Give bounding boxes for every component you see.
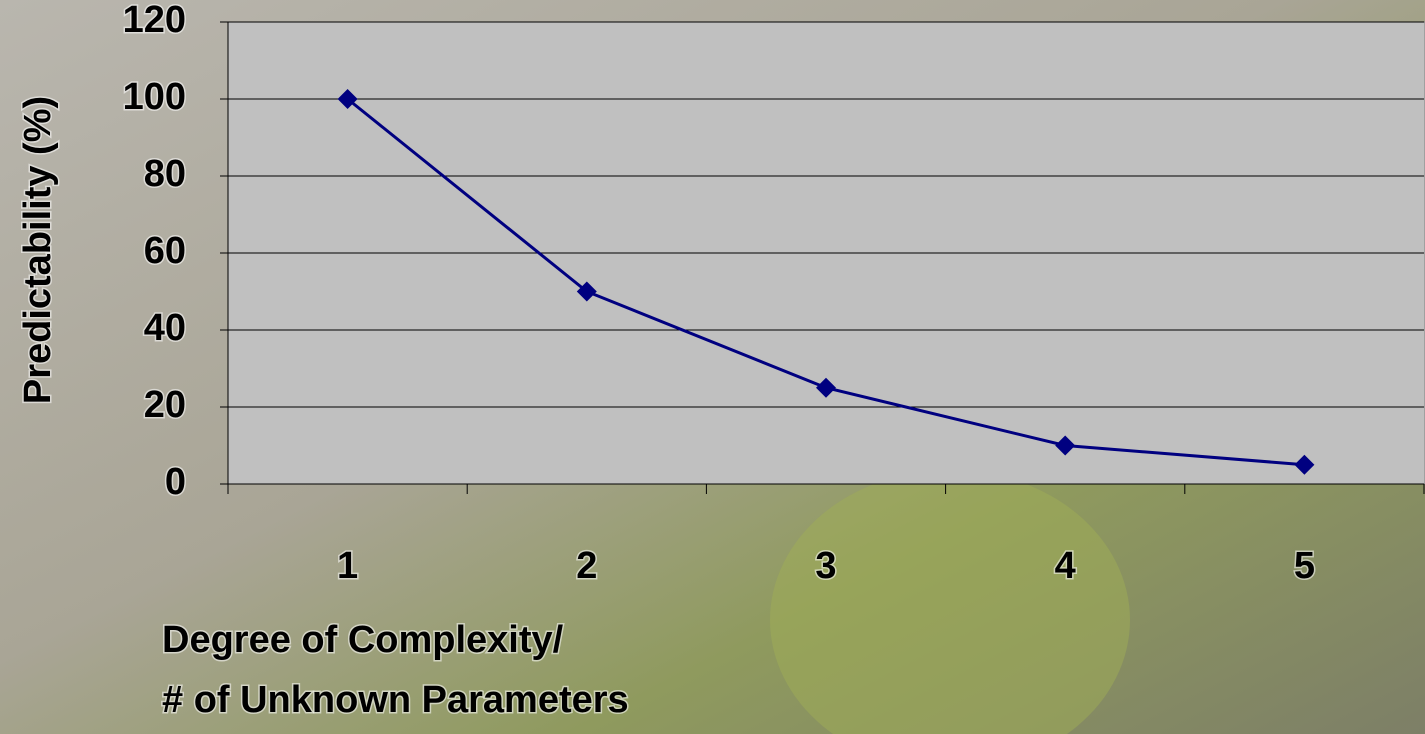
x-tick-label: 1 [337, 545, 358, 587]
y-tick-label: 100 [123, 76, 186, 118]
y-tick-label: 0 [165, 461, 186, 503]
x-axis-title: # of Unknown Parameters [162, 679, 629, 721]
x-axis-title: Degree of Complexity/ [162, 619, 564, 661]
y-tick-label: 60 [144, 230, 186, 272]
y-tick-label: 120 [123, 0, 186, 41]
x-tick-label: 5 [1294, 545, 1315, 587]
x-tick-label: 2 [576, 545, 597, 587]
x-tick-label: 4 [1055, 545, 1076, 587]
chart: Predictability (%) Degree of Complexity/… [0, 0, 1425, 734]
page: Predictability (%) Degree of Complexity/… [0, 0, 1425, 734]
y-axis-title: Predictability (%) [17, 96, 59, 404]
y-tick-label: 40 [144, 307, 186, 349]
x-tick-label: 3 [815, 545, 836, 587]
y-tick-label: 20 [144, 384, 186, 426]
y-tick-label: 80 [144, 153, 186, 195]
